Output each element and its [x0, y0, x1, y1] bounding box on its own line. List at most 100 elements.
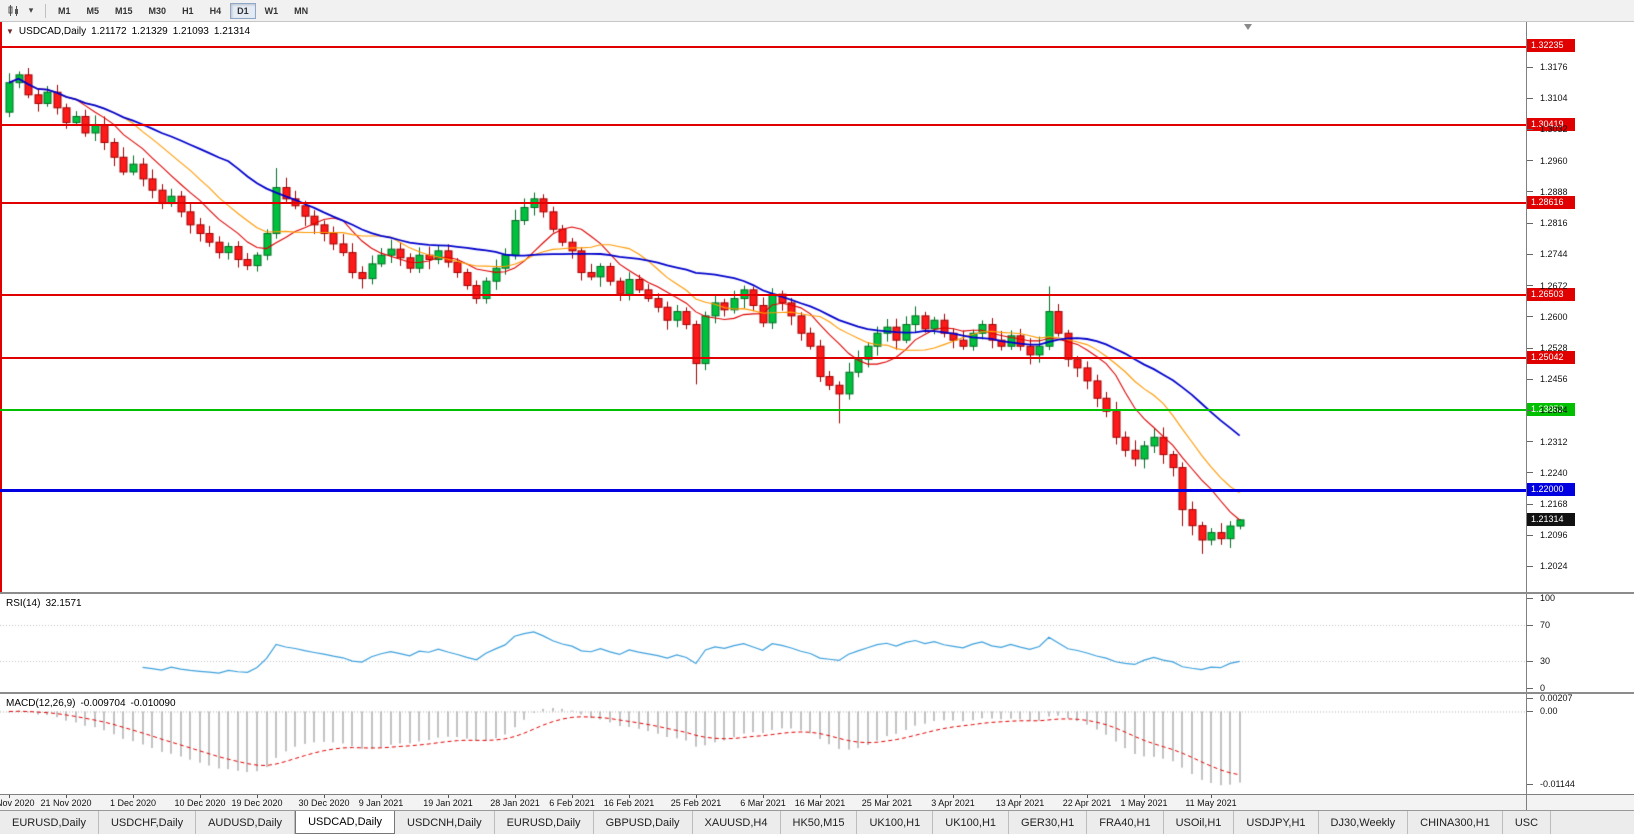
rsi-name: RSI(14) — [6, 598, 41, 609]
resistance-line-1[interactable] — [0, 45, 1526, 48]
tab-eurusd-daily[interactable]: EURUSD,Daily — [494, 811, 594, 834]
timeframe-m5[interactable]: M5 — [86, 5, 100, 16]
price-tick — [1527, 191, 1533, 193]
support-line-green[interactable] — [0, 408, 1526, 411]
date-label: 28 Jan 2021 — [490, 798, 540, 808]
price-tag-support-line-green: 1.23852 — [1527, 403, 1575, 416]
chart-tabs: EURUSD,Daily USDCHF,Daily AUDUSD,Daily USDC… — [0, 810, 1634, 834]
tab-usdchf-daily[interactable]: USDCHF,Daily — [98, 811, 197, 834]
tab-usdcnh-daily[interactable]: USDCNH,Daily — [395, 811, 495, 834]
price-tick-label: 1.3176 — [1540, 62, 1568, 72]
date-tick — [696, 795, 697, 798]
macd-canvas[interactable] — [0, 694, 1526, 794]
date-tick — [887, 795, 888, 798]
price-tick — [1527, 534, 1533, 536]
tab-china300-h1[interactable]: CHINA300,H1 — [1408, 811, 1503, 834]
macd-value-signal: -0.010090 — [130, 698, 176, 709]
date-tick — [257, 795, 258, 798]
tab-uk100-h1[interactable]: UK100,H1 — [857, 811, 934, 834]
macd-value-main: -0.009704 — [80, 698, 126, 709]
rsi-tick-label: 0 — [1540, 683, 1546, 693]
date-tick — [763, 795, 764, 798]
chart-type-icon[interactable] — [4, 3, 22, 19]
rsi-tick — [1527, 687, 1533, 689]
date-tick — [66, 795, 67, 798]
tab-usdcad-daily[interactable]: USDCAD,Daily — [295, 811, 396, 834]
date-label: 3 Apr 2021 — [931, 798, 975, 808]
date-tick — [1087, 795, 1088, 798]
tab-hk50-m15[interactable]: HK50,M15 — [780, 811, 858, 834]
resistance-line-4[interactable] — [0, 293, 1526, 296]
rsi-canvas[interactable] — [0, 594, 1526, 692]
timeframe-m30[interactable]: M30 — [148, 5, 167, 16]
price-tick — [1527, 441, 1533, 443]
timeframe-h4[interactable]: H4 — [209, 5, 222, 16]
panel-separator-macd[interactable] — [0, 692, 1634, 694]
macd-tick-label: 0.00 — [1540, 706, 1558, 716]
collapse-icon[interactable]: ▼ — [6, 27, 14, 36]
timeframe-buttons: M1 M5 M15 M30 H1 H4 D1 W1 MN — [51, 2, 315, 19]
chart-title: ▼ USDCAD,Daily 1.21172 1.21329 1.21093 1… — [6, 26, 250, 37]
date-tick — [1020, 795, 1021, 798]
rsi-value: 32.1571 — [45, 598, 82, 609]
tab-uk100-h1[interactable]: UK100,H1 — [933, 811, 1010, 834]
price-tick-label: 1.2888 — [1540, 187, 1568, 197]
date-label: 19 Dec 2020 — [231, 798, 283, 808]
date-tick — [448, 795, 449, 798]
resistance-line-2[interactable] — [0, 124, 1526, 127]
tab-fra40-h1[interactable]: FRA40,H1 — [1087, 811, 1164, 834]
dropdown-caret-icon[interactable]: ▾ — [28, 5, 34, 15]
timeframe-mn[interactable]: MN — [294, 5, 309, 16]
panel-separator-rsi[interactable] — [0, 592, 1634, 594]
date-label: 6 Mar 2021 — [740, 798, 786, 808]
resistance-line-3[interactable] — [0, 202, 1526, 205]
price-tick — [1527, 285, 1533, 286]
macd-tick-label: -0.01144 — [1540, 779, 1575, 789]
vertical-line-object[interactable] — [0, 22, 2, 592]
price-tick — [1527, 409, 1533, 411]
date-label: 1 Dec 2020 — [109, 798, 157, 808]
date-label: 11 May 2021 — [1185, 798, 1237, 808]
chart-shift-marker[interactable] — [1244, 24, 1252, 30]
timeframe-m1[interactable]: M1 — [58, 5, 71, 16]
timeframe-h1[interactable]: H1 — [182, 5, 194, 16]
date-axis[interactable]: 12 Nov 2020 21 Nov 2020 1 Dec 2020 10 Dec 2… — [0, 794, 1526, 810]
resistance-line-5[interactable] — [0, 357, 1526, 360]
price-tag-resistance-line-5: 1.25042 — [1527, 351, 1575, 364]
price-tag-resistance-line-2: 1.30419 — [1527, 118, 1575, 131]
timeframe-m15[interactable]: M15 — [115, 5, 133, 16]
date-label: 1 May 2021 — [1120, 798, 1168, 808]
support-line-blue[interactable] — [0, 488, 1526, 492]
price-tick-label: 1.2240 — [1540, 468, 1568, 478]
price-tag-support-line-blue: 1.22000 — [1527, 483, 1575, 496]
rsi-tick-label: 70 — [1540, 620, 1551, 630]
symbol-label: USDCAD,Daily — [18, 26, 87, 37]
macd-tick — [1527, 711, 1533, 712]
toolbar-separator — [45, 3, 46, 18]
macd-tick — [1527, 783, 1533, 785]
tab-usdjpy-h1[interactable]: USDJPY,H1 — [1234, 811, 1319, 834]
tab-dj30-weekly[interactable]: DJ30,Weekly — [1318, 811, 1409, 834]
price-axis[interactable]: 1.32235 1.30419 1.28616 1.26503 1.25042 1.238… — [1526, 22, 1634, 810]
date-label: 6 Feb 2021 — [549, 798, 595, 808]
tab-usoil-h1[interactable]: USOil,H1 — [1163, 811, 1235, 834]
timeframe-w1[interactable]: W1 — [264, 5, 279, 16]
tab-gbpusd-daily[interactable]: GBPUSD,Daily — [593, 811, 693, 834]
date-tick — [572, 795, 573, 798]
tab-ger30-h1[interactable]: GER30,H1 — [1009, 811, 1088, 834]
date-tick — [820, 795, 821, 798]
tab-eurusd-daily[interactable]: EURUSD,Daily — [0, 811, 99, 834]
tab-audusd-daily[interactable]: AUDUSD,Daily — [196, 811, 296, 834]
date-label: 30 Dec 2020 — [298, 798, 350, 808]
tab-xauusd-h4[interactable]: XAUUSD,H4 — [692, 811, 781, 834]
date-label: 22 Apr 2021 — [1062, 798, 1112, 808]
tab-usc[interactable]: USC — [1502, 811, 1552, 834]
main-chart-canvas[interactable] — [0, 22, 1526, 592]
ohlc-low: 1.21093 — [172, 26, 209, 37]
date-label: 19 Jan 2021 — [423, 798, 473, 808]
timeframe-d1[interactable]: D1 — [230, 2, 256, 19]
rsi-tick — [1527, 597, 1533, 599]
date-label: 10 Dec 2020 — [174, 798, 226, 808]
date-label: 13 Apr 2021 — [995, 798, 1045, 808]
